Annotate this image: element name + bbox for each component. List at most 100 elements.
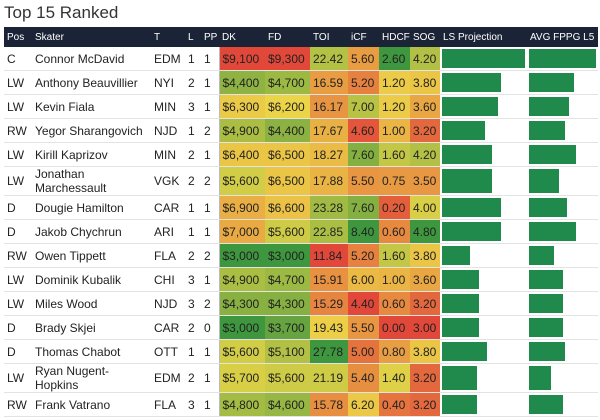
table-cell: 18.27 [310,142,348,167]
table-cell: Ryan Nugent-Hopkins [32,363,151,393]
table-cell: 0.20 [379,195,410,220]
table-cell: CAR [151,315,185,340]
column-header: FD [265,27,310,47]
table-cell: VGK [151,166,185,196]
bar-cell [440,47,527,71]
table-cell: 5.40 [348,363,379,393]
data-bar [529,270,563,289]
table-cell: NJD [151,118,185,143]
data-bar [442,366,478,390]
table-cell: 0.80 [379,339,410,364]
data-bar [529,342,565,361]
table-cell: 7.60 [348,142,379,167]
table-cell: 17.88 [310,166,348,196]
table-cell: RW [4,118,32,143]
table-cell: Kevin Fiala [32,94,151,119]
table-cell: $4,400 [218,70,265,95]
table-cell: 27.78 [310,339,348,364]
table-cell: $9,300 [265,47,310,71]
table-cell: 15.78 [310,392,348,417]
table-cell: 1.60 [379,142,410,167]
ranking-table: Pos Skater T L PP DK FD TOI iCF HDCF SOG LS Project… [4,27,598,417]
table-cell: $3,000 [265,243,310,268]
table-cell: 4.20 [410,47,440,71]
table-cell: RW [4,392,32,417]
table-row: D Dougie Hamilton CAR 1 1 $6,900 $6,600 23.28 7.… [4,195,598,220]
table-cell: Anthony Beauvillier [32,70,151,95]
table-cell: 4.80 [410,219,440,244]
table-cell: $5,600 [265,219,310,244]
table-cell: 1 [185,118,201,143]
column-header: L [185,27,201,47]
table-cell: 1 [201,195,219,220]
table-cell: 11.84 [310,243,348,268]
data-bar [529,73,574,92]
table-cell: 1 [201,339,219,364]
table-cell: LW [4,267,32,292]
table-cell: $6,900 [218,195,265,220]
table-body: C Connor McDavid EDM 1 1 $9,100 $9,300 22.42 5.6… [4,47,598,417]
table-cell: 2 [185,142,201,167]
table-cell: 3 [185,392,201,417]
table-cell: 22.42 [310,47,348,71]
data-bar [442,49,525,68]
bar-cell [440,291,527,316]
table-cell: EDM [151,47,185,71]
table-cell: 5.50 [348,166,379,196]
table-cell: 2 [201,118,219,143]
bar-cell [527,315,598,340]
data-bar [442,395,478,414]
bar-cell [440,195,527,220]
data-bar [529,145,576,164]
table-cell: OTT [151,339,185,364]
table-cell: 3 [185,267,201,292]
column-header: SOG [410,27,440,47]
data-bar [442,169,492,193]
table-cell: 1 [185,47,201,71]
table-cell: 2 [201,291,219,316]
table-cell: 1.20 [379,94,410,119]
data-bar [442,73,501,92]
table-cell: 16.17 [310,94,348,119]
data-bar [529,222,576,241]
table-cell: 4.40 [348,291,379,316]
table-cell: 1 [185,339,201,364]
table-cell: 1.20 [379,70,410,95]
table-cell: $4,600 [265,392,310,417]
table-cell: $4,800 [218,392,265,417]
table-cell: $3,000 [218,315,265,340]
table-cell: $6,400 [218,142,265,167]
table-cell: LW [4,363,32,393]
table-row: LW Miles Wood NJD 3 2 $4,300 $4,300 15.29 4.40 0.… [4,291,598,316]
table-cell: LW [4,94,32,119]
table-cell: D [4,339,32,364]
table-cell: Frank Vatrano [32,392,151,417]
column-header: AVG FPPG L5 [527,27,598,47]
table-cell: 1.00 [379,267,410,292]
table-cell: NJD [151,291,185,316]
table-row: LW Anthony Beauvillier NYI 2 1 $4,400 $4,700 16… [4,70,598,95]
table-cell: 1 [201,142,219,167]
data-bar [529,366,552,390]
table-cell: 0.40 [379,392,410,417]
table-cell: Brady Skjei [32,315,151,340]
table-cell: 0.60 [379,291,410,316]
table-row: D Brady Skjei CAR 2 0 $3,000 $3,700 19.43 5.50 0.… [4,315,598,340]
table-cell: $4,400 [265,118,310,143]
table-cell: 23.28 [310,195,348,220]
bar-cell [527,363,598,393]
table-cell: $5,600 [218,166,265,196]
table-cell: 1 [201,70,219,95]
table-cell: 2.60 [379,47,410,71]
table-cell: $4,300 [218,291,265,316]
table-cell: $4,300 [265,291,310,316]
table-cell: ARI [151,219,185,244]
column-header: PP [201,27,219,47]
table-cell: $3,000 [218,243,265,268]
table-cell: 1 [201,94,219,119]
table-cell: LW [4,291,32,316]
table-cell: Jonathan Marchessault [32,166,151,196]
data-bar [442,145,492,164]
bar-cell [527,166,598,196]
